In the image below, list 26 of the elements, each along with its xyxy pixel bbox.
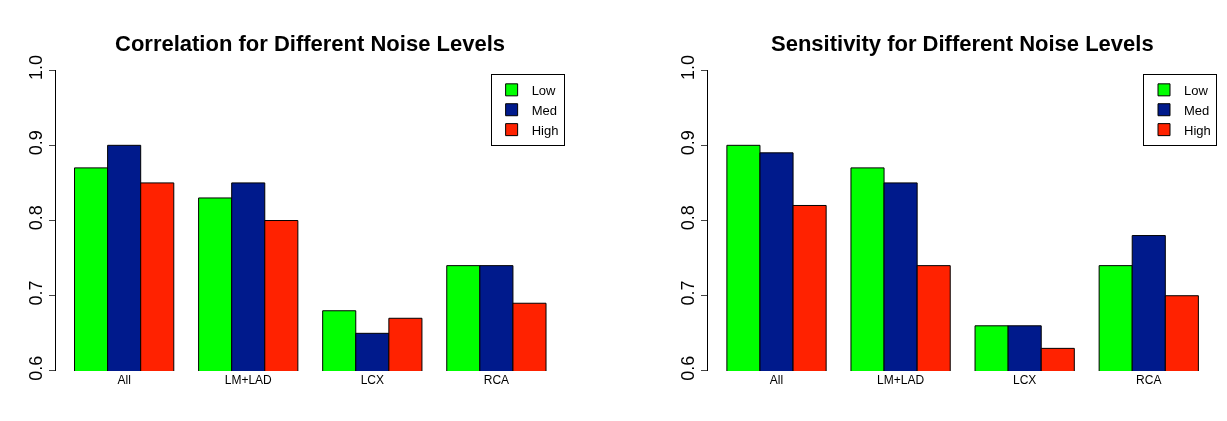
y-tick-label: 0.9 [678,130,699,156]
y-tick-label: 1.0 [678,54,699,80]
x-tick-label: RCA [1136,372,1162,387]
legend-label: Med [531,102,557,118]
chart-title: Correlation for Different Noise Levels [115,31,505,56]
legend-label: Low [1184,82,1209,98]
y-tick-label: 0.7 [25,280,46,306]
y-tick-label: 0.8 [678,205,699,231]
x-tick-label: All [769,372,784,387]
chart-title: Sensitivity for Different Noise Levels [771,31,1154,56]
legend-label: Med [1184,102,1210,118]
y-tick-label: 1.0 [25,54,46,80]
x-tick-label: LM+LAD [877,372,925,387]
x-tick-label: LM+LAD [224,372,273,387]
y-tick-label: 0.7 [678,280,699,306]
legend-label: Low [531,82,557,98]
x-tick-label: LCX [1013,372,1037,387]
legend-label: High [531,122,559,138]
y-tick-label: 0.6 [25,355,46,381]
legend-label: High [1184,122,1211,138]
y-tick-label: 0.6 [678,355,699,381]
y-tick-label: 0.8 [25,205,46,231]
x-tick-label: All [117,372,131,387]
x-tick-label: RCA [483,372,510,387]
x-tick-label: LCX [360,372,384,387]
y-tick-label: 0.9 [25,130,46,156]
